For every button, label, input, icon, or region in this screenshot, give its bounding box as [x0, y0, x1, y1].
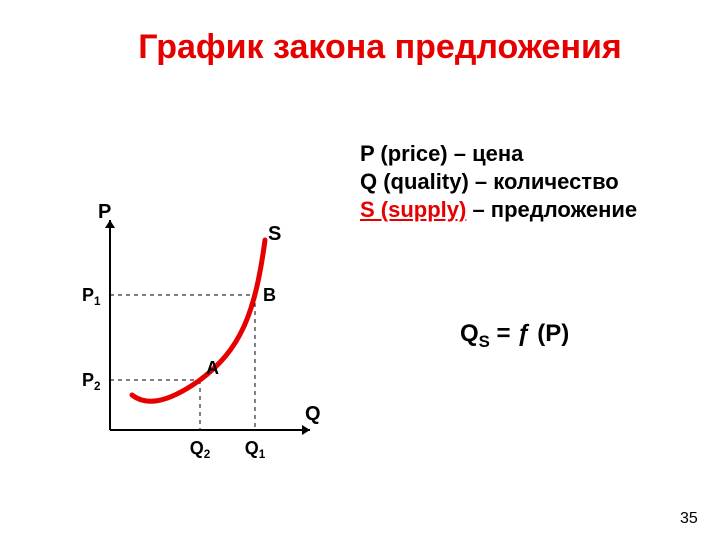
- svg-text:Q: Q: [305, 403, 320, 425]
- supply-formula: QS = ƒ (P): [460, 320, 569, 352]
- svg-text:P: P: [98, 201, 111, 223]
- page-number: 35: [680, 510, 698, 528]
- legend-line-2: S (supply) – предложение: [360, 196, 637, 224]
- svg-text:A: A: [206, 358, 219, 378]
- supply-curve: [132, 240, 265, 401]
- svg-text:Q2: Q2: [190, 438, 211, 460]
- svg-text:Q1: Q1: [245, 438, 266, 460]
- svg-text:S: S: [268, 223, 281, 245]
- slide-title: График закона предложения: [100, 28, 660, 67]
- legend-block: P (price) – ценаQ (quality) – количество…: [360, 140, 637, 224]
- slide-title-text: График закона предложения: [138, 28, 621, 66]
- legend-line-0: P (price) – цена: [360, 140, 637, 168]
- supply-chart: S A B P1 P2 Q2 Q1 P Q: [80, 200, 320, 460]
- svg-text:B: B: [263, 285, 276, 305]
- page-number-text: 35: [680, 510, 698, 527]
- legend-line-1: Q (quality) – количество: [360, 168, 637, 196]
- legend-supply-rest: – предложение: [466, 197, 637, 222]
- legend-supply-red: S (supply): [360, 197, 466, 222]
- svg-text:P1: P1: [82, 285, 101, 308]
- svg-text:P2: P2: [82, 370, 101, 393]
